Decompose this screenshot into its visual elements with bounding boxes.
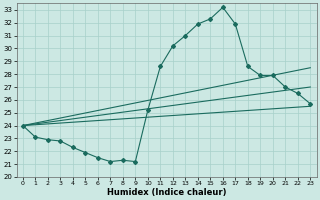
X-axis label: Humidex (Indice chaleur): Humidex (Indice chaleur) — [107, 188, 226, 197]
